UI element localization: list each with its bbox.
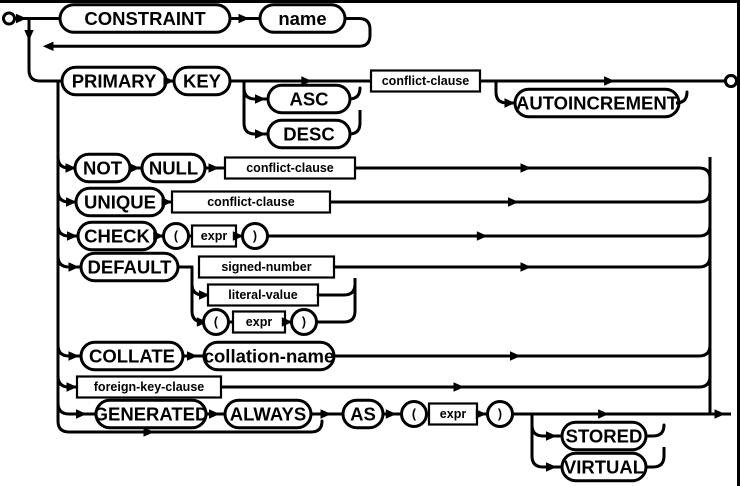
svg-text:DEFAULT: DEFAULT [88, 256, 173, 277]
svg-text:expr: expr [246, 315, 273, 329]
svg-text:NULL: NULL [149, 157, 198, 178]
svg-text:PRIMARY: PRIMARY [72, 70, 157, 91]
svg-text:signed-number: signed-number [221, 260, 311, 274]
svg-text:ALWAYS: ALWAYS [230, 403, 306, 424]
svg-text:AS: AS [350, 403, 376, 424]
svg-text:STORED: STORED [566, 425, 643, 446]
svg-text:VIRTUAL: VIRTUAL [564, 456, 644, 477]
svg-text:expr: expr [440, 407, 467, 421]
svg-text:name: name [278, 8, 326, 29]
svg-text:conflict-clause: conflict-clause [207, 195, 295, 209]
svg-text:): ) [253, 229, 257, 243]
svg-text:GENERATED: GENERATED [94, 403, 209, 424]
svg-text:NOT: NOT [83, 157, 123, 178]
svg-text:CHECK: CHECK [84, 225, 150, 246]
svg-text:): ) [302, 315, 306, 329]
svg-text:ASC: ASC [289, 88, 328, 109]
svg-text:KEY: KEY [183, 70, 222, 91]
svg-text:): ) [498, 407, 502, 421]
svg-text:expr: expr [201, 229, 228, 243]
svg-text:literal-value: literal-value [228, 288, 298, 302]
svg-text:collation-name: collation-name [204, 345, 335, 366]
svg-text:CONSTRAINT: CONSTRAINT [84, 8, 206, 29]
svg-text:UNIQUE: UNIQUE [84, 191, 156, 212]
svg-text:DESC: DESC [283, 123, 334, 144]
svg-text:conflict-clause: conflict-clause [246, 161, 334, 175]
svg-text:conflict-clause: conflict-clause [382, 74, 470, 88]
svg-text:AUTOINCREMENT: AUTOINCREMENT [516, 92, 679, 113]
svg-text:COLLATE: COLLATE [89, 345, 175, 366]
svg-text:foreign-key-clause: foreign-key-clause [94, 380, 205, 394]
